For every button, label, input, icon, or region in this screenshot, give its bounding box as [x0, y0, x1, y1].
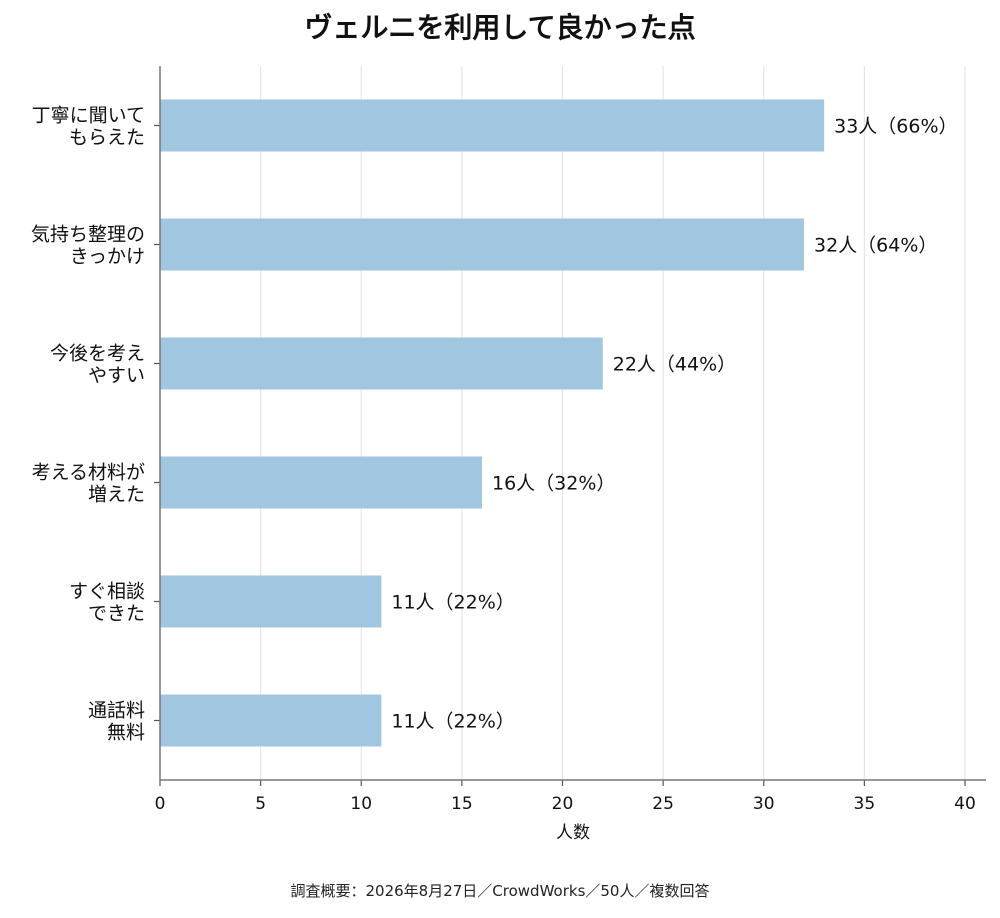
x-tick-label: 30	[753, 794, 775, 814]
x-tick-label: 25	[652, 794, 674, 814]
grid-lines	[260, 66, 966, 780]
category-label: 丁寧に聞いて	[32, 105, 145, 127]
x-tick-label: 15	[451, 794, 473, 814]
data-label: 32人（64%）	[814, 235, 937, 257]
bar	[160, 456, 482, 509]
x-tick-label: 5	[255, 794, 266, 814]
bars	[160, 99, 825, 747]
category-label: やすい	[88, 365, 145, 387]
data-label: 22人（44%）	[613, 354, 736, 376]
category-label: 通話料	[88, 700, 145, 722]
x-tick-label: 40	[954, 794, 976, 814]
x-axis-label: 人数	[556, 823, 590, 843]
x-tick-label: 10	[350, 794, 372, 814]
category-label: 今後を考え	[50, 343, 145, 365]
data-label: 33人（66%）	[834, 116, 957, 138]
category-label: 気持ち整理の	[31, 224, 145, 246]
x-tick-label: 35	[854, 794, 876, 814]
bar	[160, 99, 825, 152]
tick-labels: 0 5 10 15 20 25 30 35 40	[155, 794, 976, 814]
bar	[160, 337, 603, 390]
data-labels: 33人（66%） 32人（64%） 22人（44%） 16人（32%） 11人（22%）…	[391, 116, 957, 733]
data-label: 16人（32%）	[492, 473, 615, 495]
x-tick-label: 0	[155, 794, 166, 814]
x-tick-label: 20	[552, 794, 574, 814]
bar	[160, 575, 382, 628]
category-label: すぐ相談	[69, 581, 145, 603]
category-label: 無料	[107, 722, 145, 744]
axes	[154, 66, 986, 786]
chart-title: ヴェルニを利用して良かった点	[304, 11, 696, 44]
category-label: 考える材料が	[32, 462, 145, 484]
category-label: もらえた	[69, 127, 145, 149]
category-label: きっかけ	[70, 246, 145, 268]
survey-note: 調査概要：2026年8月27日／CrowdWorks／50人／複数回答	[290, 882, 710, 900]
category-label: 増えた	[88, 484, 145, 506]
bar	[160, 218, 804, 271]
category-label: できた	[88, 603, 145, 625]
data-label: 11人（22%）	[391, 592, 514, 614]
category-labels: 丁寧に聞いてもらえた気持ち整理のきっかけ今後を考えやすい考える材料が増えたすぐ相…	[31, 105, 145, 744]
bar	[160, 694, 382, 747]
data-label: 11人（22%）	[391, 711, 514, 733]
